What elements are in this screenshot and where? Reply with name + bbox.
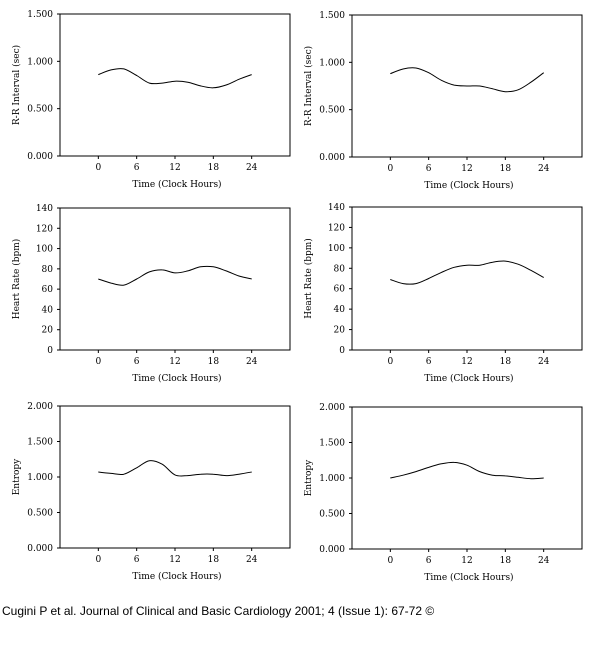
x-tick-label: 12: [169, 555, 180, 565]
series-line: [98, 460, 252, 477]
y-axis-label: Entropy: [12, 458, 22, 495]
series-line: [98, 68, 252, 89]
y-tick-label: 1.000: [319, 474, 345, 484]
figure-panels: 0.000 0.500 1.000 1.500 0 6 12 18 24 Time (Clock …: [11, 10, 583, 583]
x-axis-label: Time (Clock Hours): [132, 571, 221, 582]
y-tick-label: 20: [42, 326, 54, 336]
y-tick-label: 1.000: [27, 57, 53, 67]
x-tick-label: 12: [461, 556, 472, 566]
y-tick-label: 140: [328, 203, 345, 213]
x-tick-label: 18: [208, 555, 220, 565]
y-tick-label: 40: [334, 305, 346, 315]
y-tick-label: 20: [334, 326, 346, 336]
x-tick-label: 0: [387, 164, 393, 174]
x-axis-label: Time (Clock Hours): [424, 180, 513, 191]
x-tick-label: 0: [387, 357, 393, 367]
y-tick-label: 100: [328, 244, 345, 254]
y-tick-label: 2.000: [27, 402, 53, 412]
y-tick-label: 0: [339, 346, 345, 356]
y-tick-label: 100: [36, 245, 53, 255]
y-axis-label: Heart Rate (bpm): [11, 239, 22, 320]
x-tick-label: 6: [426, 357, 432, 367]
x-tick-label: 6: [426, 556, 432, 566]
chart-panel-heart-rate-left: 0 20 40 60 80 100 120 140 0 6 12 18 24 Time (Clock Ho…: [11, 204, 291, 384]
x-axis-label: Time (Clock Hours): [132, 373, 221, 384]
y-axis-label: Entropy: [304, 459, 314, 496]
y-tick-label: 80: [42, 265, 54, 275]
series-line: [390, 260, 544, 285]
x-tick-label: 18: [500, 357, 512, 367]
y-tick-label: 1.500: [27, 10, 53, 20]
x-tick-label: 0: [95, 555, 101, 565]
x-tick-label: 18: [208, 357, 220, 367]
x-tick-label: 6: [134, 163, 140, 173]
chart-panel-heart-rate-right: 0 20 40 60 80 100 120 140 0 6 12 18 24 Time (Clock Ho…: [303, 203, 583, 384]
y-tick-label: 0.000: [27, 152, 53, 162]
x-tick-label: 12: [169, 357, 180, 367]
x-tick-label: 24: [246, 163, 258, 173]
x-tick-label: 24: [246, 555, 258, 565]
y-tick-label: 1.500: [319, 439, 345, 449]
y-tick-label: 0.000: [319, 545, 345, 555]
y-tick-label: 1.500: [319, 11, 345, 21]
y-tick-label: 0.000: [27, 544, 53, 554]
y-axis-label: R-R Interval (sec): [11, 45, 22, 125]
y-tick-label: 0: [47, 346, 53, 356]
y-tick-label: 0.500: [319, 510, 345, 520]
y-tick-label: 1.000: [27, 473, 53, 483]
plot-frame: [59, 207, 291, 351]
x-tick-label: 18: [208, 163, 220, 173]
x-tick-label: 18: [500, 164, 512, 174]
x-axis-label: Time (Clock Hours): [424, 373, 513, 384]
x-tick-label: 18: [500, 556, 512, 566]
y-tick-label: 0.500: [27, 105, 53, 115]
y-tick-label: 60: [42, 285, 54, 295]
chart-panel-rr-interval-right: 0.000 0.500 1.000 1.500 0 6 12 18 24 Time (Clock …: [303, 11, 583, 191]
y-tick-label: 120: [36, 224, 53, 234]
y-tick-label: 80: [334, 264, 346, 274]
plot-frame: [59, 405, 291, 549]
chart-panel-entropy-right: 0.000 0.500 1.000 1.500 2.000 0 6 12 18 24 Time (C…: [304, 403, 583, 583]
x-tick-label: 6: [426, 164, 432, 174]
series-line: [390, 461, 544, 480]
y-tick-label: 0.500: [319, 106, 345, 116]
y-axis-label: Heart Rate (bpm): [303, 238, 314, 319]
x-tick-label: 6: [134, 357, 140, 367]
x-tick-label: 12: [169, 163, 180, 173]
x-tick-label: 24: [538, 357, 550, 367]
x-tick-label: 12: [461, 357, 472, 367]
plot-frame: [59, 13, 291, 157]
y-tick-label: 0.500: [27, 509, 53, 519]
chart-panel-rr-interval-left: 0.000 0.500 1.000 1.500 0 6 12 18 24 Time (Clock …: [11, 10, 291, 190]
y-tick-label: 140: [36, 204, 53, 214]
x-tick-label: 12: [461, 164, 472, 174]
y-tick-label: 120: [328, 223, 345, 233]
x-tick-label: 0: [95, 357, 101, 367]
x-tick-label: 6: [134, 555, 140, 565]
x-tick-label: 24: [246, 357, 258, 367]
y-tick-label: 2.000: [319, 403, 345, 413]
x-tick-label: 24: [538, 556, 550, 566]
y-tick-label: 60: [334, 285, 346, 295]
chart-panel-entropy-left: 0.000 0.500 1.000 1.500 2.000 0 6 12 18 24 Time (C…: [12, 402, 291, 582]
x-axis-label: Time (Clock Hours): [132, 179, 221, 190]
y-tick-label: 1.000: [319, 58, 345, 68]
y-tick-label: 40: [42, 305, 54, 315]
citation-text: Cugini P et al. Journal of Clinical and …: [2, 604, 435, 618]
y-axis-label: R-R Interval (sec): [303, 46, 314, 126]
x-tick-label: 0: [387, 556, 393, 566]
x-tick-label: 0: [95, 163, 101, 173]
series-line: [98, 265, 252, 286]
y-tick-label: 0.000: [319, 153, 345, 163]
plot-frame: [351, 206, 583, 351]
plot-frame: [351, 406, 583, 550]
x-axis-label: Time (Clock Hours): [424, 572, 513, 583]
y-tick-label: 1.500: [27, 438, 53, 448]
series-line: [390, 67, 544, 93]
x-tick-label: 24: [538, 164, 550, 174]
